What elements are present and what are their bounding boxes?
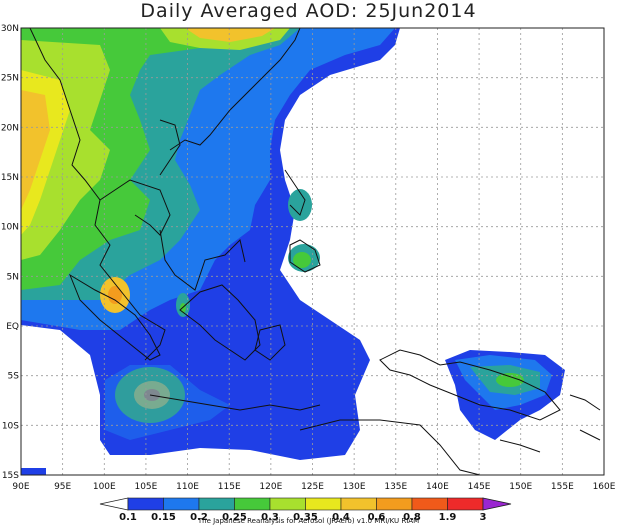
- aod-hotspot-sumatra-core: [108, 286, 122, 304]
- aod-region-java-band: [105, 365, 230, 440]
- lon-tick-label: 115E: [218, 482, 241, 492]
- aod-hotspot-borneo-core: [180, 303, 186, 313]
- colorbar-tick-label: 0.1: [119, 512, 137, 523]
- aod-region-southwest: [21, 468, 46, 475]
- colorbar-tick-label: 0.15: [151, 512, 176, 523]
- aod-region-top-core: [185, 28, 275, 42]
- colorbar-low-arrow: [99, 497, 129, 511]
- longitude-axis: 90E 95E 100E 105E 110E 115E 120E 125E 130E 135E 14…: [12, 482, 615, 492]
- lon-tick-label: 130E: [343, 482, 366, 492]
- colorbar-tick-label: 0.25: [222, 512, 247, 523]
- lon-tick-label: 105E: [134, 482, 157, 492]
- colorbar-swatch: [447, 497, 484, 511]
- colorbar-swatch: [305, 497, 342, 511]
- lat-tick-label: 5N: [7, 272, 19, 282]
- lon-tick-label: 90E: [12, 482, 29, 492]
- aod-hotspot-luzon: [288, 189, 312, 221]
- colorbar-tick-label: 0.6: [368, 512, 386, 523]
- lon-tick-label: 95E: [54, 482, 71, 492]
- lat-tick-label: 30N: [1, 24, 19, 34]
- colorbar-tick-label: 0.8: [403, 512, 421, 523]
- colorbar-swatch: [269, 497, 306, 511]
- lat-tick-label: 5S: [8, 372, 20, 382]
- colorbar-swatch: [163, 497, 200, 511]
- lon-tick-label: 140E: [426, 482, 449, 492]
- lat-tick-label: 15N: [1, 173, 19, 183]
- lat-tick-label: 20N: [1, 123, 19, 133]
- lat-tick-label: 15S: [2, 471, 19, 481]
- colorbar-tick-label: 0.2: [190, 512, 208, 523]
- aod-hotspot-png: [496, 373, 524, 387]
- colorbar-swatch: [340, 497, 377, 511]
- colorbar-swatch: [376, 497, 413, 511]
- gridlines: [21, 28, 604, 475]
- lat-tick-label: 25N: [1, 74, 19, 84]
- lat-tick-label: EQ: [6, 322, 19, 332]
- lon-tick-label: 125E: [301, 482, 324, 492]
- lon-tick-label: 155E: [551, 482, 574, 492]
- colorbar-tick-label: 0.35: [293, 512, 318, 523]
- aod-field: [21, 28, 604, 475]
- credit-line: The Japanese Reanalysis for Aerosol (JRA…: [197, 517, 420, 525]
- colorbar-high-arrow: [482, 497, 512, 511]
- latitude-axis: 30N 25N 20N 15N 10N 5N EQ 5S 10S 15S: [1, 24, 19, 481]
- lon-tick-label: 145E: [468, 482, 491, 492]
- aod-region-04: [21, 90, 50, 210]
- lon-tick-label: 100E: [93, 482, 116, 492]
- plot-frame: [20, 27, 605, 476]
- lon-tick-label: 110E: [176, 482, 199, 492]
- lon-tick-label: 160E: [593, 482, 616, 492]
- colorbar-swatch: [234, 497, 271, 511]
- aod-hotspot-mindanao-core: [293, 252, 311, 268]
- colorbar: 0.1 0.15 0.2 0.25 0.3 0.35 0.4 0.6 0.8 1.9 3: [99, 497, 512, 523]
- lat-tick-label: 10N: [1, 223, 19, 233]
- colorbar-swatch: [411, 497, 448, 511]
- colorbar-swatch: [198, 497, 235, 511]
- lon-tick-label: 150E: [509, 482, 532, 492]
- lat-tick-label: 10S: [2, 421, 19, 431]
- lon-tick-label: 120E: [259, 482, 282, 492]
- coastlines: [29, 28, 601, 475]
- colorbar-tick-label: 1.9: [439, 512, 457, 523]
- map-title: Daily Averaged AOD: 25Jun2014: [140, 0, 477, 22]
- lon-tick-label: 135E: [384, 482, 407, 492]
- colorbar-tick-label: 0.4: [332, 512, 350, 523]
- colorbar-tick-label: 3: [480, 512, 487, 523]
- colorbar-swatch: [127, 497, 164, 511]
- colorbar-tick-label: 0.3: [261, 512, 279, 523]
